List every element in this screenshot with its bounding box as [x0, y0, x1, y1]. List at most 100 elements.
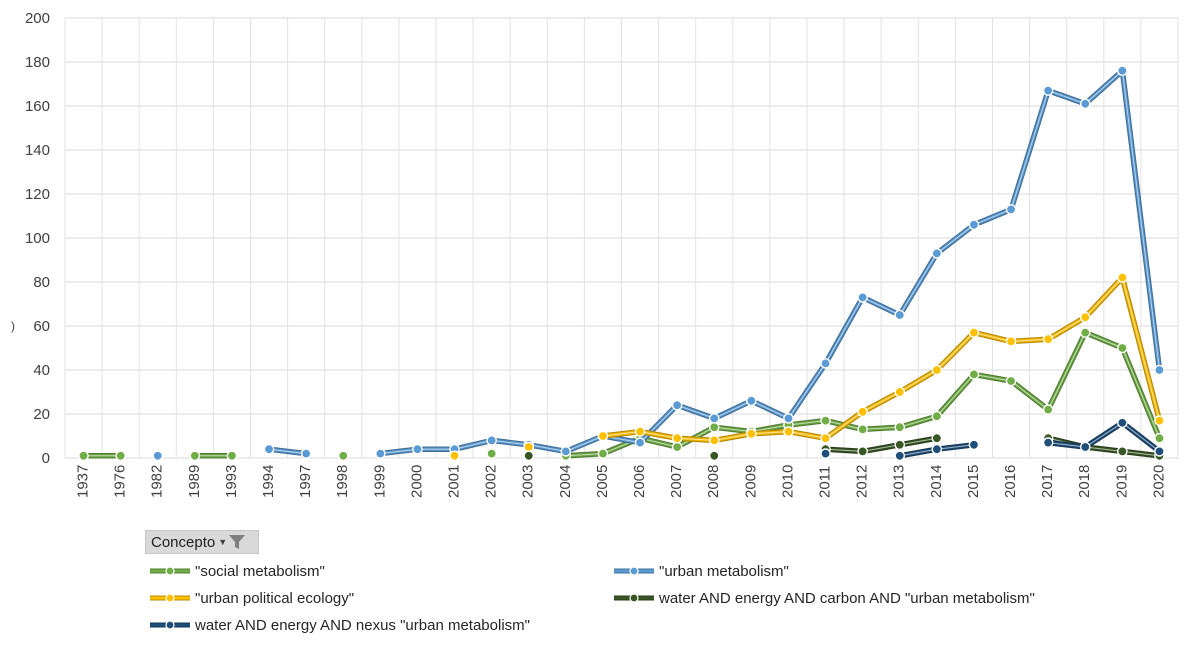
data-point [523, 441, 535, 453]
data-point [857, 446, 868, 457]
x-tick-label: 2008 [705, 465, 722, 498]
data-point [1117, 446, 1128, 457]
data-point [1042, 437, 1054, 448]
data-point [1042, 404, 1054, 415]
data-point [894, 386, 906, 398]
data-point [1154, 364, 1165, 376]
data-point [968, 369, 980, 380]
x-tick-label: 2002 [483, 465, 500, 498]
line-chart: 0 20 40 60 80 100 120 140 160 180 200) 1937 1976 198… [11, 10, 1179, 498]
y-axis-label: ) [11, 319, 15, 333]
data-point [523, 450, 535, 462]
legend-label: water AND energy AND nexus "urban metabo… [195, 616, 530, 634]
x-tick-label: 2013 [891, 465, 908, 498]
series-line-highlight [380, 70, 1160, 455]
y-axis: 0 20 40 60 80 100 120 140 160 180 200) [11, 10, 50, 467]
series-line-highlight [602, 277, 1160, 441]
legend-item-2[interactable]: "urban metabolism" [612, 560, 789, 582]
data-point [894, 309, 906, 321]
data-point [1117, 417, 1128, 429]
series-line-highlight [565, 332, 1160, 457]
concepto-filter-button[interactable]: Concepto ▼ [145, 530, 259, 554]
legend-swatch-icon [150, 620, 190, 630]
data-point [968, 219, 980, 231]
legend-swatch-icon [150, 593, 190, 603]
y-tick-label: 20 [33, 406, 50, 423]
data-point [1154, 446, 1165, 457]
x-tick-label: 2006 [631, 465, 648, 498]
legend-swatch-icon [614, 593, 654, 603]
data-point [486, 448, 497, 459]
data-point [931, 432, 943, 444]
data-point [560, 446, 572, 457]
x-tick-label: 1998 [334, 465, 351, 498]
data-point [189, 450, 201, 462]
legend-item-4[interactable]: water AND energy AND carbon AND "urban m… [612, 587, 1035, 609]
x-tick-label: 1937 [75, 465, 92, 498]
data-point [1117, 342, 1128, 354]
data-point [1079, 327, 1091, 338]
data-point [857, 424, 868, 435]
series-5 [820, 417, 1165, 462]
x-tick-label: 1993 [223, 465, 240, 498]
data-point [708, 421, 720, 433]
x-axis: 1937 1976 1982 1989 1993 1994 1997 1998 1999 2000… [75, 465, 1168, 498]
y-tick-label: 80 [33, 274, 50, 291]
data-point [486, 435, 497, 446]
data-point [1079, 441, 1091, 453]
x-tick-label: 1976 [112, 465, 129, 498]
legend-label: water AND energy AND carbon AND "urban m… [659, 589, 1035, 607]
x-tick-label: 1999 [371, 465, 388, 498]
data-point [708, 413, 720, 424]
data-point [671, 399, 683, 411]
x-tick-label: 2000 [408, 465, 425, 498]
x-tick-label: 2011 [817, 466, 834, 498]
data-point [1042, 333, 1054, 345]
y-tick-label: 200 [25, 10, 50, 27]
y-tick-label: 140 [25, 142, 50, 159]
data-point [1005, 375, 1017, 387]
data-point [300, 448, 312, 459]
dropdown-caret-icon: ▼ [218, 537, 228, 547]
data-point [78, 450, 89, 462]
legend-swatch-icon [614, 566, 654, 576]
y-tick-label: 60 [33, 318, 50, 335]
x-tick-label: 2020 [1150, 465, 1167, 498]
series-line-outline [563, 329, 1163, 459]
data-point [931, 410, 943, 422]
filter-label: Concepto [151, 533, 216, 551]
x-tick-label: 2001 [446, 465, 463, 498]
data-point [1154, 432, 1165, 444]
gridlines [64, 17, 1179, 459]
legend-item-3[interactable]: "urban political ecology" [148, 587, 354, 609]
legend-swatch-icon [150, 566, 190, 576]
data-point [1079, 98, 1091, 110]
data-point [894, 450, 906, 462]
data-point [597, 448, 609, 459]
filter-funnel-icon [229, 535, 246, 549]
data-point [857, 292, 868, 303]
series-line-highlight [269, 448, 307, 455]
data-point [820, 432, 831, 444]
data-point [708, 450, 720, 462]
y-tick-label: 0 [42, 450, 50, 467]
series-3 [449, 272, 1165, 462]
x-tick-label: 2012 [854, 465, 871, 498]
y-tick-label: 100 [25, 230, 50, 247]
y-tick-label: 40 [33, 362, 50, 379]
x-tick-label: 2016 [1002, 465, 1019, 498]
x-tick-label: 2014 [928, 465, 945, 498]
x-tick-label: 2019 [1113, 465, 1130, 498]
data-point [597, 430, 609, 442]
data-point [152, 450, 164, 462]
data-point [894, 439, 906, 451]
data-point [1042, 85, 1054, 96]
legend-item-5[interactable]: water AND energy AND nexus "urban metabo… [148, 614, 530, 636]
data-point [968, 327, 980, 338]
data-point [820, 415, 831, 426]
data-point [1079, 311, 1091, 323]
data-point [634, 426, 646, 437]
legend-item-1[interactable]: "social metabolism" [148, 560, 325, 582]
data-point [746, 395, 757, 407]
legend-label: "urban metabolism" [659, 562, 789, 580]
